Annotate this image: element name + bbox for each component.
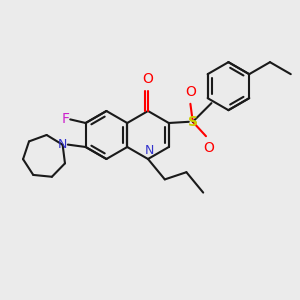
Text: O: O	[203, 141, 214, 155]
Text: O: O	[185, 85, 196, 99]
Text: S: S	[188, 115, 198, 129]
Text: N: N	[144, 144, 154, 157]
Text: F: F	[61, 112, 69, 126]
Text: N: N	[58, 138, 68, 151]
Text: O: O	[142, 72, 153, 86]
